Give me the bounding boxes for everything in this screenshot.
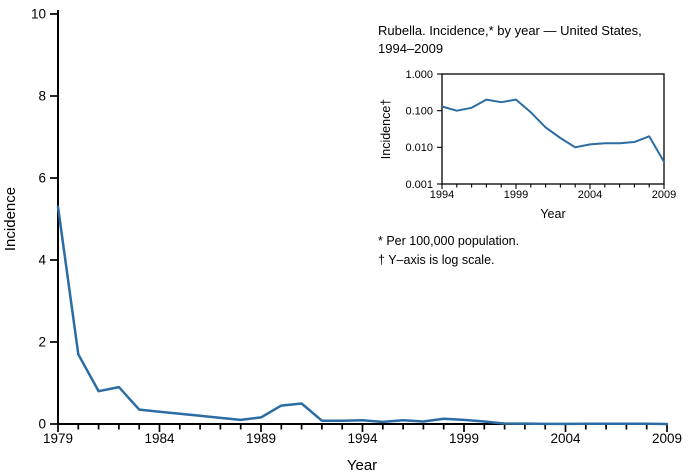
x-tick-label: 2009	[652, 431, 682, 446]
x-tick-label: 1979	[43, 431, 73, 446]
x-tick-label: 1994	[347, 431, 378, 446]
inset-y-axis-label: Incidence†	[379, 99, 393, 160]
inset-plot-area: 0.001 0.010 0.100 1.000 1994 1999 2004 2009	[405, 69, 676, 201]
inset-x-axis-label: Year	[540, 207, 565, 221]
x-tick-label: 2009	[652, 189, 676, 201]
x-tick-label: 2004	[578, 189, 602, 201]
x-tick-label: 1994	[430, 189, 454, 201]
inset-line-chart: 0.001 0.010 0.100 1.000 1994 1999 2004 2009 Inc…	[379, 69, 676, 221]
x-tick-label: 1999	[449, 431, 479, 446]
x-tick-label: 1984	[144, 431, 175, 446]
y-tick-label: 4	[38, 253, 46, 268]
footnotes: * Per 100,000 population. † Y–axis is lo…	[378, 232, 519, 270]
y-tick-label: 0	[38, 417, 46, 432]
footnote-log-scale: † Y–axis is log scale.	[378, 252, 495, 267]
footnote-population: * Per 100,000 population.	[378, 234, 520, 248]
y-tick-label: 0.010	[405, 142, 433, 154]
plot-frame	[441, 73, 665, 185]
y-tick-label: 6	[38, 171, 46, 186]
main-plot-area: 0 2 4 6 8 10 1979 1984 1989 1994 1999 2004 2009	[31, 7, 682, 446]
x-tick-label: 2004	[550, 431, 581, 446]
y-tick-label: 1.000	[405, 69, 433, 81]
y-tick-label: 10	[31, 7, 46, 22]
data-line	[441, 98, 665, 163]
y-tick-label: 2	[38, 335, 46, 350]
inset-title: Rubella. Incidence,* by year — United St…	[378, 23, 642, 57]
y-tick-label: 8	[38, 89, 46, 104]
main-y-axis-label: Incidence	[2, 187, 19, 251]
x-tick-label: 1999	[504, 189, 528, 201]
y-tick-label: 0.100	[405, 106, 433, 118]
y-tick-label: 0.001	[405, 179, 433, 191]
data-line	[56, 205, 669, 426]
x-tick-label: 1989	[246, 431, 276, 446]
main-x-axis-label: Year	[347, 457, 377, 474]
